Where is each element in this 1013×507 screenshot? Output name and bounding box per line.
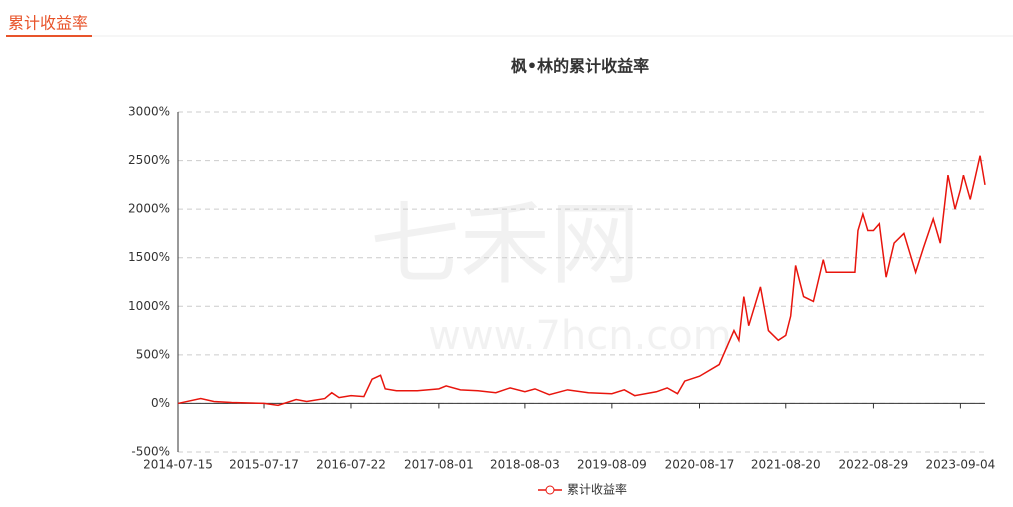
x-tick-label: 2021-08-20	[751, 458, 821, 472]
x-tick-label: 2019-08-09	[577, 458, 647, 472]
x-tick-label: 2022-08-29	[839, 458, 909, 472]
chart-title: 枫•林的累计收益率	[511, 57, 649, 76]
y-tick-label: 2000%	[128, 202, 170, 216]
x-tick-label: 2023-09-04	[926, 458, 996, 472]
watermark: www.7hcn.com	[428, 313, 731, 359]
x-tick-label: 2015-07-17	[229, 458, 299, 472]
y-tick-label: 1500%	[128, 250, 170, 264]
y-tick-label: 3000%	[128, 105, 170, 119]
y-tick-label: 2500%	[128, 153, 170, 167]
x-tick-label: 2014-07-15	[143, 458, 213, 472]
y-tick-label: 500%	[136, 347, 170, 361]
x-tick-label: 2017-08-01	[404, 458, 474, 472]
header-title: 累计收益率	[8, 14, 88, 33]
legend-marker	[545, 485, 555, 495]
x-tick-label: 2018-08-03	[490, 458, 560, 472]
legend-label: 累计收益率	[567, 482, 627, 497]
watermark: 七禾网	[370, 192, 640, 297]
x-tick-label: 2016-07-22	[316, 458, 386, 472]
series-line	[177, 155, 986, 407]
y-tick-label: 1000%	[128, 299, 170, 313]
y-tick-label: -500%	[131, 445, 170, 459]
y-tick-label: 0%	[151, 396, 170, 410]
x-tick-label: 2020-08-17	[665, 458, 735, 472]
